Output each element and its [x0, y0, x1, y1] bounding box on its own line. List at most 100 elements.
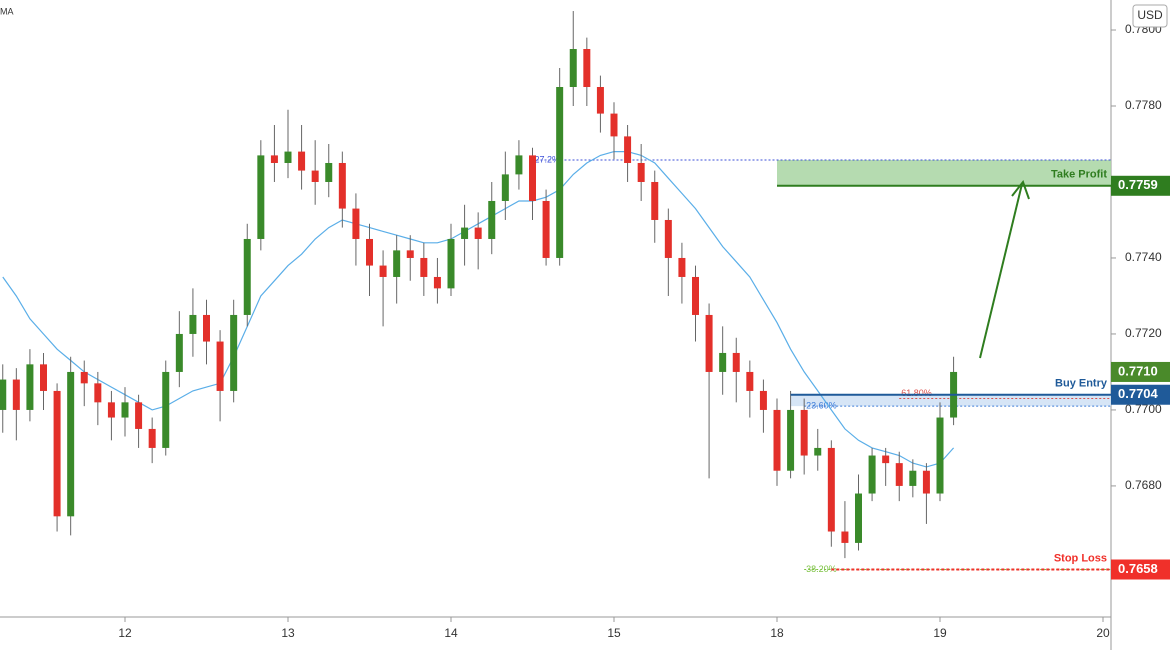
candle-body	[203, 314, 210, 342]
candle-body	[719, 352, 727, 372]
candle-body	[678, 257, 686, 277]
arrow-head	[1011, 179, 1030, 200]
candle-body	[501, 174, 509, 201]
x-tick-label: 12	[118, 626, 132, 640]
x-tick-label: 14	[444, 626, 458, 640]
candle-body	[216, 341, 224, 391]
currency-box	[1132, 4, 1168, 28]
fib-label: 23.60%	[806, 401, 837, 411]
candle-body	[936, 417, 944, 494]
candle-body	[814, 447, 822, 456]
candle-body	[922, 470, 930, 494]
candle-body	[868, 455, 876, 494]
candle-body	[787, 409, 795, 471]
candle-body	[759, 390, 767, 410]
candle-body	[26, 364, 34, 410]
candle-body	[121, 402, 129, 418]
y-tick-label: 0.7680	[1125, 478, 1162, 492]
x-tick-label: 19	[933, 626, 947, 640]
candle-body	[705, 314, 713, 372]
zone	[777, 159, 1111, 186]
last-price-label: 0.7710	[1118, 363, 1158, 378]
level-label: Buy Entry	[1055, 378, 1108, 390]
arrow	[979, 179, 1030, 359]
candle-body	[406, 250, 414, 258]
price-label-box	[1111, 384, 1170, 405]
candle-body	[366, 238, 373, 266]
candle-body	[882, 455, 890, 464]
level-label: Take Profit	[1051, 169, 1107, 181]
ma-label: MA	[0, 6, 14, 16]
candle-body	[773, 409, 781, 471]
level-label: Stop Loss	[1054, 552, 1107, 564]
fib-label: 27.2%	[535, 154, 561, 164]
candle-body	[12, 379, 20, 410]
candle-body	[569, 49, 577, 88]
candle-body	[827, 447, 835, 532]
candle-body	[732, 352, 740, 372]
price-label-box	[1111, 559, 1170, 580]
candle-body	[583, 49, 591, 88]
candle-body	[651, 181, 659, 220]
price-label-box	[1111, 175, 1170, 196]
x-tick-label: 18	[770, 626, 784, 640]
candle-body	[352, 208, 360, 239]
candle-body	[624, 136, 632, 163]
candle-body	[841, 531, 849, 543]
candle-body	[107, 402, 115, 418]
candle-body	[637, 162, 645, 182]
arrow-shaft	[979, 183, 1023, 359]
candle-body	[664, 219, 672, 258]
candle-body	[230, 314, 238, 391]
price-label: 0.7759	[1118, 177, 1158, 192]
candle-body	[325, 162, 333, 182]
fib-label: 61.80%	[901, 388, 932, 398]
candle-body	[610, 113, 618, 137]
candle-body	[53, 390, 61, 517]
candle-body	[284, 151, 292, 163]
fib-label: 38.20%	[806, 564, 837, 574]
candle-body	[800, 409, 808, 456]
candle-body	[746, 371, 754, 391]
currency: USD	[1137, 8, 1163, 22]
price-label: 0.7658	[1118, 561, 1158, 576]
y-tick-label: 0.7720	[1125, 326, 1162, 340]
candle-body	[298, 151, 306, 171]
candle-body	[270, 155, 278, 163]
x-tick-label: 20	[1096, 626, 1110, 640]
candle-body	[162, 371, 170, 448]
candle-body	[189, 314, 197, 334]
y-tick-label: 0.7740	[1125, 250, 1162, 264]
y-tick-label: 0.7700	[1125, 402, 1162, 416]
candle-body	[529, 155, 536, 201]
candle-body	[175, 333, 183, 372]
candle-body	[895, 463, 903, 486]
candle-body	[393, 250, 401, 277]
price-label: 0.7704	[1118, 386, 1159, 401]
candle-body	[94, 383, 102, 403]
y-tick-label: 0.7780	[1125, 98, 1162, 112]
candle-body	[80, 371, 88, 384]
candle-body	[556, 87, 564, 258]
last-price-box	[1111, 361, 1170, 382]
candle-body	[40, 364, 47, 391]
candle-body	[515, 155, 523, 175]
candle-body	[461, 227, 469, 239]
x-tick-label: 13	[281, 626, 295, 640]
candle-body	[338, 162, 346, 209]
candle-body	[257, 155, 265, 239]
candle-body	[420, 257, 428, 277]
candle-body	[67, 371, 75, 517]
candle-body	[855, 493, 862, 543]
candle-body	[135, 402, 143, 429]
candle-body	[542, 200, 550, 258]
candle-body	[379, 265, 387, 277]
candle-body	[488, 200, 496, 239]
candle-body	[148, 428, 156, 448]
candle-body	[692, 276, 699, 315]
candle-body	[447, 238, 455, 289]
x-tick-label: 15	[607, 626, 621, 640]
candle-body	[311, 170, 319, 182]
